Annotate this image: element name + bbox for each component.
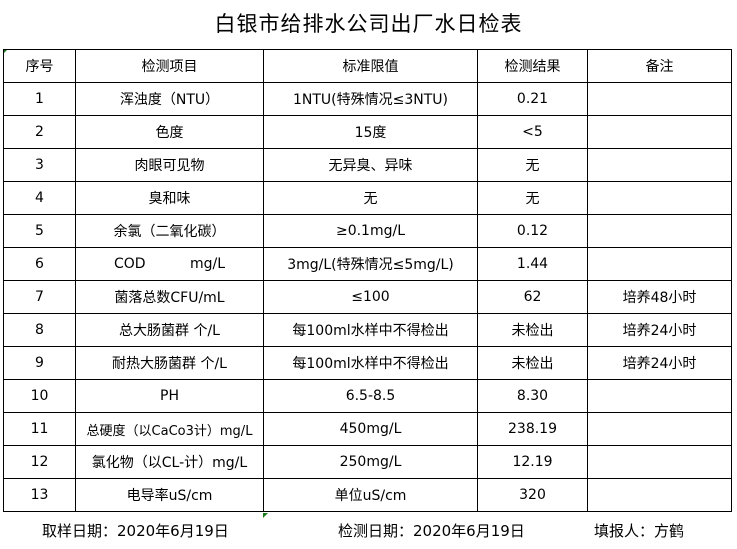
- cell-result: 0.12: [477, 214, 588, 248]
- cell-limit: 单位uS/cm: [263, 478, 478, 512]
- cell-remark: 培养48小时: [587, 280, 732, 314]
- table-row: 1 浑浊度（NTU） 1NTU(特殊情况≤3NTU) 0.21: [3, 82, 732, 116]
- cell-index: 5: [3, 214, 76, 248]
- cell-item: 浑浊度（NTU）: [75, 82, 264, 116]
- inspection-table: 序号 检测项目 标准限值 检测结果 备注 1 浑浊度（NTU） 1NTU(特殊情况≤…: [3, 49, 732, 512]
- table-row: 3 肉眼可见物 无异臭、异味无: [3, 148, 732, 182]
- cell-remark: 培养24小时: [587, 346, 732, 380]
- cell-remark: [587, 379, 732, 413]
- cell-item: 余氯（二氧化碳）: [75, 214, 264, 248]
- cell-limit: 250mg/L: [263, 445, 478, 479]
- sampling-date: 取样日期：2020年6月19日: [42, 522, 229, 540]
- cell-remark: [587, 148, 732, 182]
- cell-item: PH: [75, 379, 264, 413]
- cell-remark: [587, 247, 732, 281]
- header-row: 序号 检测项目 标准限值 检测结果 备注: [3, 49, 732, 83]
- cell-remark: [587, 82, 732, 116]
- cell-remark: [587, 181, 732, 215]
- table-row: 11 总硬度（以CaCo3计）mg/L 450mg/L 238.19: [3, 412, 732, 446]
- cell-index: 11: [3, 412, 76, 446]
- cell-item: 臭和味: [75, 181, 264, 215]
- cell-limit: 无异臭、异味: [263, 148, 478, 182]
- cell-limit: 每100ml水样中不得检出: [263, 346, 478, 380]
- cell-index: 2: [3, 115, 76, 149]
- cell-result: 320: [477, 478, 588, 512]
- table-row: 4 臭和味无无: [3, 181, 732, 215]
- cell-limit: 15度: [263, 115, 478, 149]
- cell-result: 无: [477, 148, 588, 182]
- cell-remark: 培养24小时: [587, 313, 732, 347]
- cell-result: 0.21: [477, 82, 588, 116]
- cell-marker: [263, 513, 268, 518]
- cell-item: COD mg/L: [75, 247, 264, 281]
- cell-index: 8: [3, 313, 76, 347]
- cell-item: 总硬度（以CaCo3计）mg/L: [75, 412, 264, 446]
- cell-result: 62: [477, 280, 588, 314]
- cell-item: 耐热大肠菌群 个/L: [75, 346, 264, 380]
- table-row: 10 PH 6.5-8.5 8.30: [3, 379, 732, 413]
- cell-limit: 1NTU(特殊情况≤3NTU): [263, 82, 478, 116]
- cell-index: 1: [3, 82, 76, 116]
- cell-item: 色度: [75, 115, 264, 149]
- cell-remark: [587, 445, 732, 479]
- table-row: 6 COD mg/L 3mg/L(特殊情况≤5mg/L) 1.44: [3, 247, 732, 281]
- cell-item: 菌落总数CFU/mL: [75, 280, 264, 314]
- cell-limit: 每100ml水样中不得检出: [263, 313, 478, 347]
- cell-remark: [587, 478, 732, 512]
- cell-result: 8.30: [477, 379, 588, 413]
- cell-limit: 3mg/L(特殊情况≤5mg/L): [263, 247, 478, 281]
- cell-index: 12: [3, 445, 76, 479]
- cell-limit: 6.5-8.5: [263, 379, 478, 413]
- cell-remark: [587, 115, 732, 149]
- cell-result: 无: [477, 181, 588, 215]
- cell-item: 肉眼可见物: [75, 148, 264, 182]
- cell-index: 9: [3, 346, 76, 380]
- cell-limit: ≥0.1mg/L: [263, 214, 478, 248]
- cell-index: 13: [3, 478, 76, 512]
- cell-result: 未检出: [477, 313, 588, 347]
- header-index: 序号: [3, 49, 76, 83]
- cell-limit: ≤100: [263, 280, 478, 314]
- cell-result: 1.44: [477, 247, 588, 281]
- cell-result: <5: [477, 115, 588, 149]
- cell-remark: [587, 412, 732, 446]
- table-row: 8 总大肠菌群 个/L 每100ml水样中不得检出 未检出 培养24小时: [3, 313, 732, 347]
- cell-index: 6: [3, 247, 76, 281]
- cell-item: 电导率uS/cm: [75, 478, 264, 512]
- table-row: 9 耐热大肠菌群 个/L 每100ml水样中不得检出 未检出 培养24小时: [3, 346, 732, 380]
- cell-index: 10: [3, 379, 76, 413]
- reporter: 填报人：方鹤: [594, 522, 685, 540]
- header-item: 检测项目: [75, 49, 264, 83]
- header-remark: 备注: [587, 49, 732, 83]
- table-row: 2 色度 15度 <5: [3, 115, 732, 149]
- table-row: 13 电导率uS/cm 单位uS/cm 320: [3, 478, 732, 512]
- cell-result: 238.19: [477, 412, 588, 446]
- header-limit: 标准限值: [263, 49, 478, 83]
- table-row: 7 菌落总数CFU/mL ≤100 62 培养48小时: [3, 280, 732, 314]
- cell-item: 总大肠菌群 个/L: [75, 313, 264, 347]
- cell-item: 氯化物（以CL-计）mg/L: [75, 445, 264, 479]
- cell-result: 12.19: [477, 445, 588, 479]
- cell-result: 未检出: [477, 346, 588, 380]
- cell-limit: 无: [263, 181, 478, 215]
- cell-index: 4: [3, 181, 76, 215]
- table-row: 5 余氯（二氧化碳） ≥0.1mg/L 0.12: [3, 214, 732, 248]
- test-date: 检测日期：2020年6月19日: [338, 522, 525, 540]
- cell-limit: 450mg/L: [263, 412, 478, 446]
- cell-remark: [587, 214, 732, 248]
- cell-index: 3: [3, 148, 76, 182]
- header-result: 检测结果: [477, 49, 588, 83]
- page-title: 白银市给排水公司出厂水日检表: [214, 12, 523, 36]
- cell-index: 7: [3, 280, 76, 314]
- table-row: 12 氯化物（以CL-计）mg/L 250mg/L 12.19: [3, 445, 732, 479]
